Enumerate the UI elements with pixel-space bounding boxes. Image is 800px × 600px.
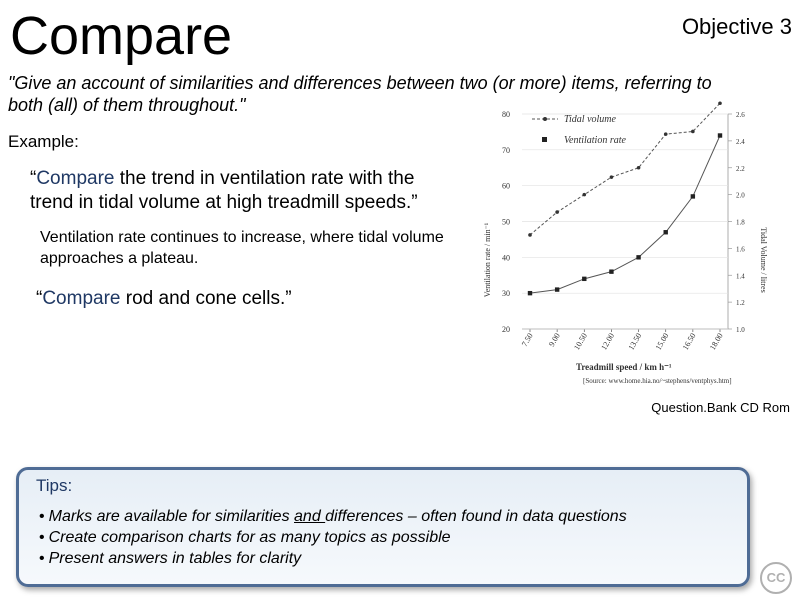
question-text: the trend in ventilation rate with the t… <box>30 168 418 213</box>
tidal-volume-point <box>555 210 559 214</box>
tidal-volume-point <box>663 132 668 136</box>
example-answer-1: Ventilation rate continues to increase, … <box>40 229 444 267</box>
ventilation-rate-point <box>636 255 641 260</box>
tips-title: Tips: <box>36 476 73 495</box>
y-tick-label: 70 <box>502 146 510 155</box>
y2-tick-label: 1.8 <box>736 219 745 227</box>
tips-box: Tips: Marks are available for similariti… <box>16 467 750 587</box>
legend-ventilation-rate-marker <box>542 137 547 142</box>
y2-tick-label: 1.2 <box>736 299 745 307</box>
tip-text-underlined: and <box>294 508 326 525</box>
tip-item: Create comparison charts for as many top… <box>39 527 627 548</box>
y2-tick-label: 1.6 <box>736 245 745 253</box>
objective-label: Objective 3 <box>681 14 792 39</box>
tip-text: Marks are available for similarities <box>48 508 295 525</box>
chart-legend: Tidal volume Ventilation rate <box>532 114 627 146</box>
tip-item: Marks are available for similarities and… <box>39 506 627 527</box>
y2-tick-label: 2.6 <box>736 111 745 119</box>
tidal-volume-point <box>582 192 587 197</box>
question-text: rod and cone cells.” <box>120 288 292 309</box>
x-tick-label: 7.50 <box>520 332 535 349</box>
chart-source-note: [Source: www.home.hia.no/~stephens/ventp… <box>583 377 732 385</box>
legend-tidal-volume: Tidal volume <box>564 114 617 125</box>
tip-text: Present answers in tables for clarity <box>48 550 302 567</box>
ventilation-rate-point <box>717 133 723 138</box>
series-line-tidal-volume <box>529 102 721 236</box>
tidal-volume-point <box>718 101 722 106</box>
chart-series <box>527 101 723 296</box>
ventilation-rate-point <box>663 230 668 235</box>
x-tick-label: 13.50 <box>627 332 644 352</box>
x-tick-label: 15.00 <box>654 332 671 352</box>
chart-axes: 20 30 40 50 60 70 80 1.0 1.2 1.4 1.6 1.8 2.0 2.2 2.4 2.… <box>502 110 745 352</box>
quote-open: “ <box>30 168 37 189</box>
creative-commons-icon: CC <box>760 562 792 594</box>
tidal-volume-point <box>691 129 695 134</box>
ventilation-rate-point <box>554 287 560 292</box>
example-question-2: “Compare rod and cone cells.” <box>36 288 456 310</box>
ventilation-chart: 20 30 40 50 60 70 80 1.0 1.2 1.4 1.6 1.8 2.0 2.2 2.4 2.… <box>483 101 768 385</box>
tips-list: Marks are available for similarities and… <box>39 506 627 569</box>
tidal-volume-point <box>528 233 532 237</box>
y-tick-label: 40 <box>502 253 510 262</box>
tip-text: Create comparison charts for as many top… <box>48 529 451 546</box>
ventilation-rate-point <box>582 276 587 282</box>
chart-gridlines <box>522 113 728 330</box>
example-label: Example: <box>8 132 79 151</box>
y-tick-label: 20 <box>502 325 510 334</box>
command-term: Compare <box>42 288 121 309</box>
command-term: Compare <box>36 168 115 189</box>
quote-open: “ <box>36 288 43 309</box>
tip-text: differences – often found in data questi… <box>325 508 627 525</box>
x-axis-title: Treadmill speed / km h⁻¹ <box>576 362 672 372</box>
x-tick-label: 18.00 <box>708 332 725 352</box>
y2-tick-label: 2.0 <box>736 192 745 200</box>
x-tick-label: 12.00 <box>599 332 616 352</box>
x-tick-label: 9.00 <box>547 332 562 349</box>
example-question-1: “Compare the trend in ventilation rate w… <box>30 167 450 215</box>
series-line-ventilation-rate <box>529 135 721 294</box>
legend-tidal-volume-marker <box>543 117 547 121</box>
y2-tick-label: 2.2 <box>736 165 745 173</box>
y-tick-label: 80 <box>502 110 510 119</box>
ventilation-rate-point <box>690 194 696 199</box>
tip-item: Present answers in tables for clarity <box>39 548 627 569</box>
y2-tick-label: 1.4 <box>736 272 745 280</box>
x-tick-label: 16.50 <box>681 332 698 352</box>
y2-tick-label: 2.4 <box>736 138 745 146</box>
source-credit: Question.Bank CD Rom <box>651 400 790 415</box>
ventilation-rate-point <box>527 290 533 296</box>
y-tick-label: 30 <box>502 289 510 298</box>
tidal-volume-point <box>636 165 641 170</box>
y-axis-title: Ventilation rate / min⁻¹ <box>483 222 492 297</box>
definition-text: "Give an account of similarities and dif… <box>8 73 712 115</box>
y2-axis-title: Tidal Volume / litres <box>759 227 768 292</box>
slide-title: Compare <box>10 6 233 66</box>
x-tick-label: 10.50 <box>572 332 589 352</box>
ventilation-rate-point <box>609 269 614 274</box>
y-tick-label: 50 <box>502 218 510 227</box>
y-tick-label: 60 <box>502 182 510 191</box>
y2-tick-label: 1.0 <box>736 326 745 334</box>
legend-ventilation-rate: Ventilation rate <box>564 135 627 146</box>
tidal-volume-point <box>609 175 614 179</box>
